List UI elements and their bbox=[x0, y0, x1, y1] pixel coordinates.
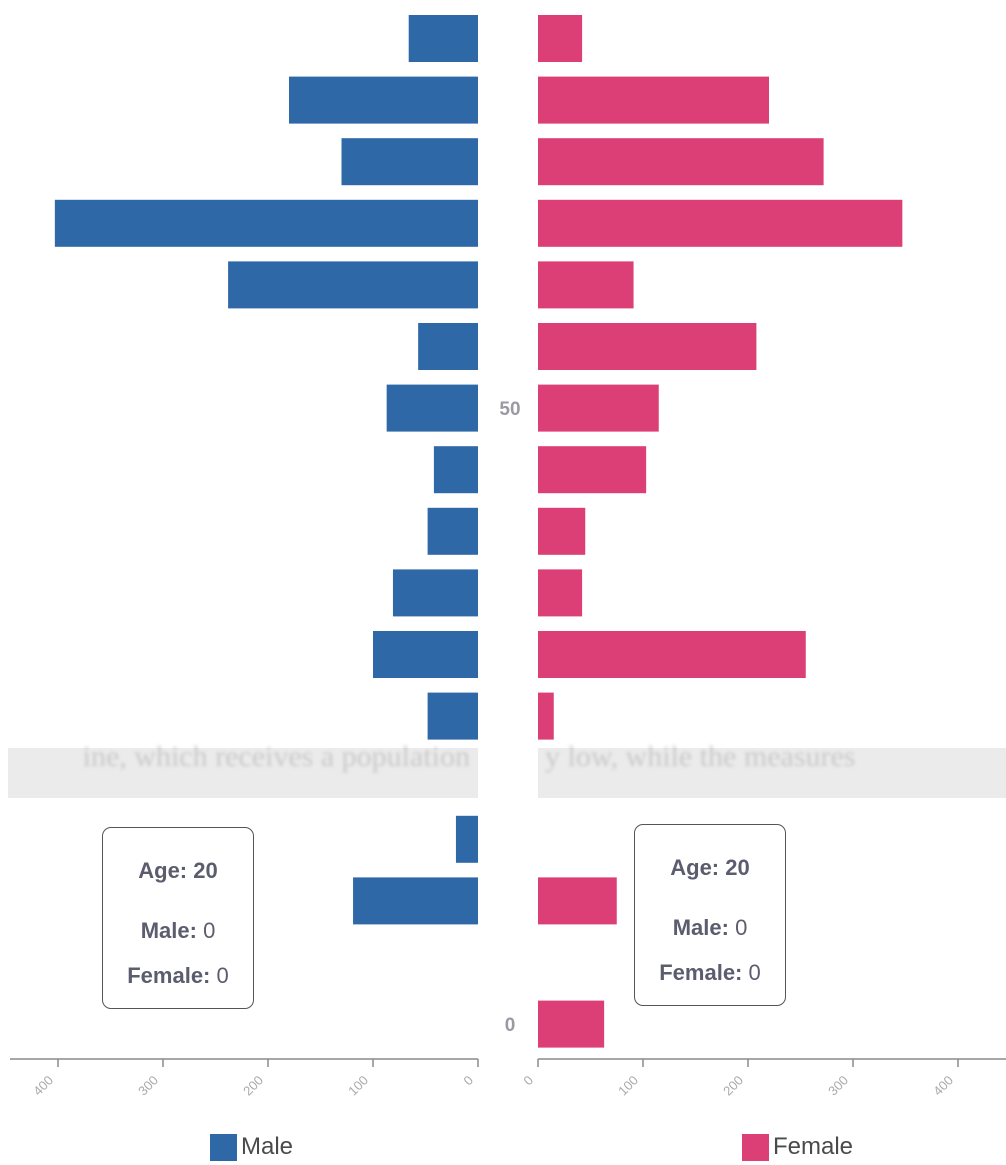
female-bar[interactable] bbox=[538, 631, 806, 678]
male-bar[interactable] bbox=[433, 446, 478, 494]
tooltip-female-side: Age: 20 Male: 0 Female: 0 bbox=[634, 824, 786, 1006]
tooltip-male-value: 0 bbox=[203, 918, 216, 943]
tooltip-male-value: 0 bbox=[735, 915, 748, 940]
male-bar[interactable] bbox=[386, 384, 478, 432]
female-bar[interactable] bbox=[538, 877, 617, 925]
female-bar[interactable] bbox=[538, 446, 647, 494]
tooltip-male-side: Age: 20 Male: 0 Female: 0 bbox=[102, 827, 254, 1009]
female-x-tick-label: 200 bbox=[720, 1073, 746, 1099]
male-bar[interactable] bbox=[427, 507, 478, 555]
female-x-tick-label: 100 bbox=[615, 1073, 641, 1099]
male-x-tick-label: 100 bbox=[345, 1073, 371, 1099]
male-x-tick-label: 400 bbox=[30, 1073, 56, 1099]
female-bar[interactable] bbox=[538, 323, 757, 370]
female-x-tick-label: 300 bbox=[825, 1073, 851, 1099]
female-x-tick-label: 400 bbox=[930, 1073, 956, 1099]
female-series bbox=[538, 15, 903, 1048]
legend-female-label: Female bbox=[773, 1133, 854, 1160]
legend-male-swatch bbox=[210, 1133, 237, 1161]
tooltip-female-label: Female: bbox=[659, 960, 743, 985]
tooltip-male-row: Male: 0 bbox=[635, 915, 785, 941]
male-x-tick-label: 200 bbox=[240, 1073, 266, 1099]
male-x-tick-label: 0 bbox=[460, 1073, 476, 1089]
tooltip-female-row: Female: 0 bbox=[103, 963, 253, 989]
tooltip-age-row: Age: 20 bbox=[103, 858, 253, 884]
age-tick-label: 0 bbox=[505, 1015, 516, 1036]
male-x-tick-label: 300 bbox=[135, 1073, 161, 1099]
band-right-text: y low, while the measures bbox=[545, 740, 855, 773]
age-tick-label: 50 bbox=[499, 399, 520, 420]
male-bar[interactable] bbox=[373, 631, 478, 678]
female-bar[interactable] bbox=[538, 76, 769, 124]
legend-female[interactable]: Female bbox=[742, 1133, 853, 1161]
female-bar[interactable] bbox=[538, 199, 903, 247]
female-bar[interactable] bbox=[538, 569, 583, 617]
male-bar[interactable] bbox=[353, 877, 478, 925]
tooltip-age-row: Age: 20 bbox=[635, 855, 785, 881]
female-bar[interactable] bbox=[538, 507, 586, 555]
tooltip-age-label: Age: bbox=[138, 858, 188, 883]
tooltip-female-row: Female: 0 bbox=[635, 960, 785, 986]
tooltip-female-value: 0 bbox=[748, 960, 761, 985]
female-bar[interactable] bbox=[538, 692, 554, 740]
female-bar[interactable] bbox=[538, 384, 659, 432]
legend-male[interactable]: Male bbox=[210, 1133, 293, 1161]
legend-female-swatch bbox=[742, 1133, 769, 1161]
tooltip-female-value: 0 bbox=[216, 963, 229, 988]
male-bar[interactable] bbox=[228, 261, 478, 309]
x-axes: 0 100 200 300 400 0 100 200 300 400 bbox=[10, 1058, 1006, 1099]
tooltip-age-label: Age: bbox=[670, 855, 720, 880]
male-bar[interactable] bbox=[341, 138, 479, 186]
tooltip-male-label: Male: bbox=[672, 915, 729, 940]
tooltip-male-label: Male: bbox=[140, 918, 197, 943]
tooltip-female-label: Female: bbox=[127, 963, 211, 988]
female-bar[interactable] bbox=[538, 15, 583, 62]
legend-male-label: Male bbox=[241, 1133, 294, 1160]
band-left-text: ine, which receives a population bbox=[83, 740, 470, 773]
female-bar[interactable] bbox=[538, 138, 824, 186]
male-bar[interactable] bbox=[54, 199, 478, 247]
male-bar[interactable] bbox=[427, 692, 478, 740]
male-bar[interactable] bbox=[408, 15, 478, 62]
male-series bbox=[54, 15, 479, 925]
female-bar[interactable] bbox=[538, 1000, 605, 1048]
band-right bbox=[538, 748, 1006, 798]
male-bar[interactable] bbox=[455, 815, 478, 863]
female-x-tick-label: 0 bbox=[520, 1073, 536, 1089]
band-left bbox=[8, 748, 478, 798]
tooltip-age-value: 20 bbox=[725, 855, 750, 880]
male-bar[interactable] bbox=[418, 323, 478, 370]
tooltip-age-value: 20 bbox=[193, 858, 218, 883]
female-bar[interactable] bbox=[538, 261, 634, 309]
male-bar[interactable] bbox=[392, 569, 478, 617]
male-bar[interactable] bbox=[289, 76, 478, 124]
obscuring-text-band: ine, which receives a population y low, … bbox=[8, 740, 1006, 798]
age-axis-labels: 50 0 bbox=[499, 399, 520, 1036]
tooltip-male-row: Male: 0 bbox=[103, 918, 253, 944]
